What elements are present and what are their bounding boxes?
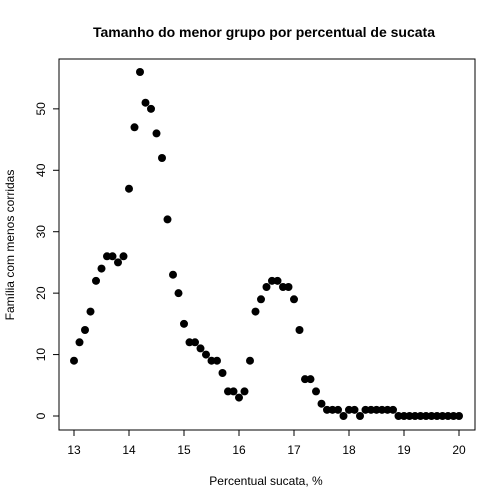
data-point [301, 375, 309, 384]
y-axis: 0 10 20 30 40 50 [34, 102, 60, 419]
y-tick-label: 10 [34, 348, 48, 362]
data-point [361, 405, 370, 414]
data-point [169, 270, 177, 279]
data-point [158, 154, 166, 162]
data-point [455, 412, 463, 420]
data-point [422, 412, 430, 420]
x-axis: 13 14 15 16 17 18 19 20 [67, 429, 466, 457]
data-point [136, 68, 144, 76]
data-point [180, 319, 188, 328]
data-point [367, 405, 375, 414]
y-tick-label: 40 [34, 163, 48, 177]
data-points [70, 68, 463, 420]
data-point [356, 412, 364, 420]
data-point [405, 412, 414, 420]
x-tick-label: 14 [122, 443, 136, 457]
data-point [92, 276, 100, 285]
data-point [257, 295, 265, 304]
data-point [438, 412, 447, 420]
y-axis-label: Família com menos corridas [3, 170, 17, 321]
data-point [185, 338, 194, 347]
data-point [416, 412, 425, 420]
data-point [317, 399, 326, 408]
data-point [433, 412, 441, 420]
data-point [130, 123, 139, 132]
data-point [75, 338, 84, 347]
data-point [394, 412, 403, 420]
data-point [207, 356, 216, 365]
data-point [372, 405, 381, 414]
data-point [345, 405, 353, 414]
data-point [191, 338, 199, 347]
x-tick-label: 17 [287, 443, 301, 457]
data-point [251, 307, 260, 316]
y-tick-label: 0 [34, 412, 48, 419]
data-point [152, 129, 161, 138]
data-point [196, 344, 205, 353]
data-point [427, 412, 436, 420]
data-point [306, 375, 315, 384]
data-point [290, 295, 298, 304]
data-point [334, 405, 342, 414]
data-point [262, 283, 271, 291]
data-point [246, 356, 254, 365]
data-point [147, 104, 155, 113]
data-point [312, 387, 320, 396]
x-tick-label: 16 [232, 443, 246, 457]
data-point [378, 405, 386, 414]
data-point [70, 356, 78, 365]
data-point [444, 412, 452, 420]
plot-frame [58, 58, 476, 431]
data-point [119, 252, 128, 261]
data-point [273, 276, 282, 285]
data-point [411, 412, 419, 420]
data-point [235, 393, 243, 402]
data-point [328, 405, 337, 414]
x-tick-label: 15 [177, 443, 191, 457]
data-point [224, 387, 232, 396]
data-point [125, 184, 133, 193]
data-point [383, 405, 392, 414]
chart-title: Tamanho do menor grupo por percentual de… [93, 24, 435, 40]
data-point [97, 264, 106, 273]
data-point [279, 283, 287, 291]
data-point [389, 405, 397, 414]
data-point [174, 289, 183, 298]
data-point [323, 405, 331, 414]
data-point [213, 356, 221, 365]
data-point [449, 412, 458, 420]
x-axis-label: Percentual sucata, % [209, 474, 323, 488]
x-tick-label: 20 [452, 443, 466, 457]
y-tick-label: 20 [34, 286, 48, 300]
y-tick-label: 50 [34, 102, 48, 116]
x-tick-label: 13 [67, 443, 81, 457]
data-point [295, 326, 304, 334]
y-tick-label: 30 [34, 225, 48, 239]
data-point [114, 258, 122, 267]
data-point [350, 405, 359, 414]
x-tick-label: 18 [342, 443, 356, 457]
data-point [240, 387, 249, 396]
data-point [141, 98, 150, 107]
data-point [400, 412, 408, 420]
data-point [268, 276, 276, 285]
data-point [163, 215, 172, 224]
data-point [339, 412, 348, 420]
data-point [81, 326, 89, 334]
data-point [108, 252, 117, 261]
data-point [103, 252, 111, 261]
data-point [229, 387, 238, 396]
x-tick-label: 19 [397, 443, 411, 457]
data-point [202, 350, 210, 359]
data-point [86, 307, 95, 316]
data-point [284, 283, 293, 291]
data-point [218, 369, 227, 377]
